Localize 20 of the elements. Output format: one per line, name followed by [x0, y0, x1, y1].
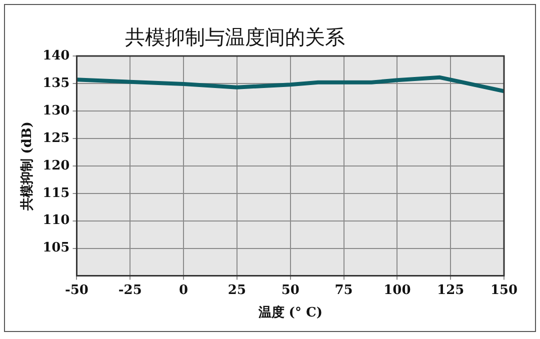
- x-tick-label: 25: [228, 282, 246, 298]
- y-tick-label: 125: [42, 130, 70, 146]
- x-tick-label: 75: [334, 282, 353, 298]
- y-tick-label: 130: [42, 103, 70, 118]
- y-tick-label: 135: [42, 76, 70, 91]
- x-tick-label: -50: [64, 282, 88, 298]
- x-tick-label: -25: [118, 282, 142, 298]
- x-tick-label: 0: [179, 282, 188, 298]
- x-tick-label: 125: [437, 282, 464, 298]
- y-tick-label: 115: [42, 186, 70, 201]
- y-tick-label: 110: [42, 213, 70, 228]
- x-axis-title: 温度 (° C): [257, 304, 322, 321]
- x-tick-label: 150: [490, 282, 518, 298]
- y-tick-label: 105: [42, 240, 70, 256]
- y-tick-label: 120: [42, 158, 70, 174]
- y-tick-label: 140: [42, 48, 70, 64]
- y-axis-title: 共模抑制 (dB): [20, 121, 36, 212]
- x-tick-label: 50: [281, 282, 300, 298]
- x-tick-label: 100: [384, 282, 411, 298]
- chart-title: 共模抑制与温度间的关系: [124, 24, 346, 51]
